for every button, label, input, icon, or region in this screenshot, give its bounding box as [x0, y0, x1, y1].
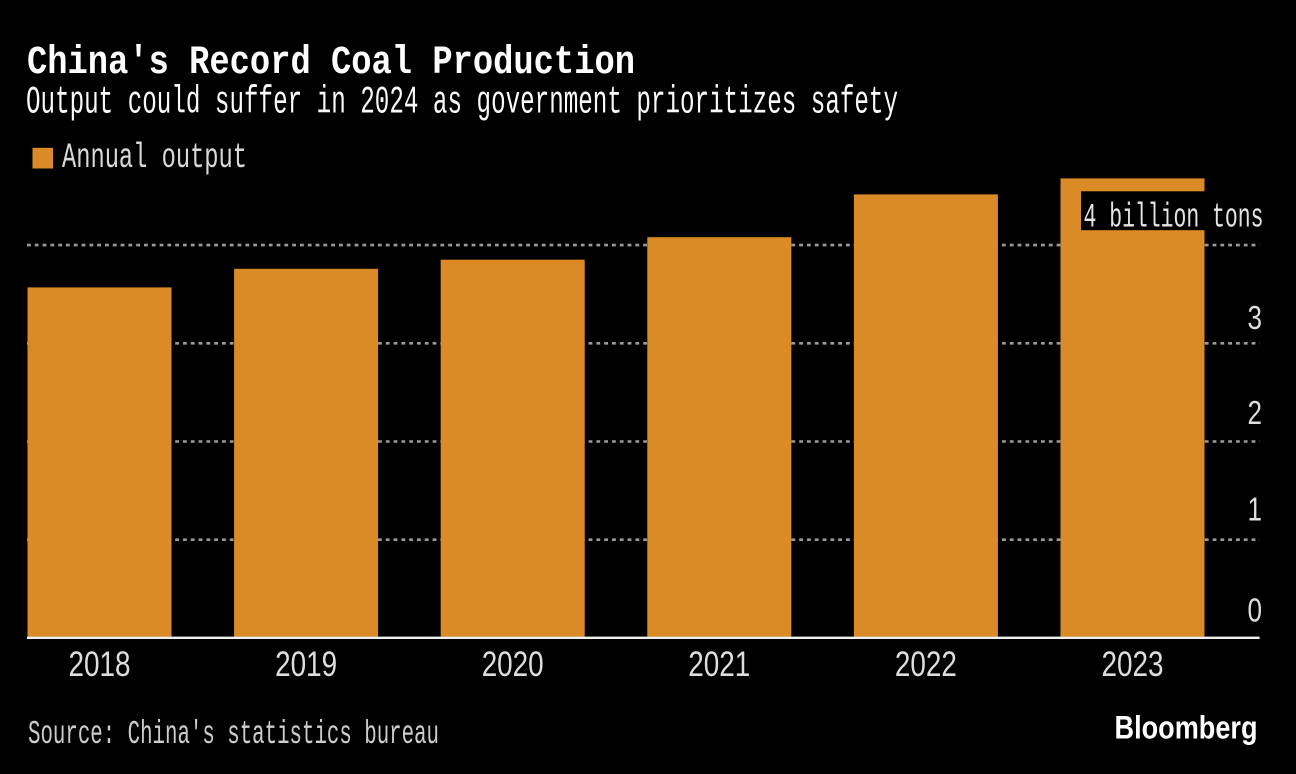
svg-text:China's Record Coal Production: China's Record Coal Production — [27, 41, 635, 86]
svg-text:4 billion tons: 4 billion tons — [1084, 199, 1264, 237]
svg-text:1: 1 — [1248, 491, 1263, 528]
svg-text:Bloomberg: Bloomberg — [1115, 709, 1258, 745]
svg-text:0: 0 — [1248, 591, 1263, 628]
svg-text:Output could suffer in 2024 as: Output could suffer in 2024 as governmen… — [26, 81, 898, 125]
svg-text:Annual output: Annual output — [62, 138, 247, 178]
svg-text:2022: 2022 — [895, 645, 957, 684]
svg-text:2021: 2021 — [688, 645, 750, 684]
svg-text:2: 2 — [1248, 394, 1263, 431]
svg-text:2019: 2019 — [275, 645, 337, 684]
svg-text:Source: China's statistics bur: Source: China's statistics bureau — [28, 716, 439, 753]
svg-text:3: 3 — [1248, 299, 1263, 336]
svg-text:2018: 2018 — [69, 645, 131, 684]
svg-text:2020: 2020 — [482, 645, 544, 684]
svg-text:2023: 2023 — [1102, 645, 1164, 684]
